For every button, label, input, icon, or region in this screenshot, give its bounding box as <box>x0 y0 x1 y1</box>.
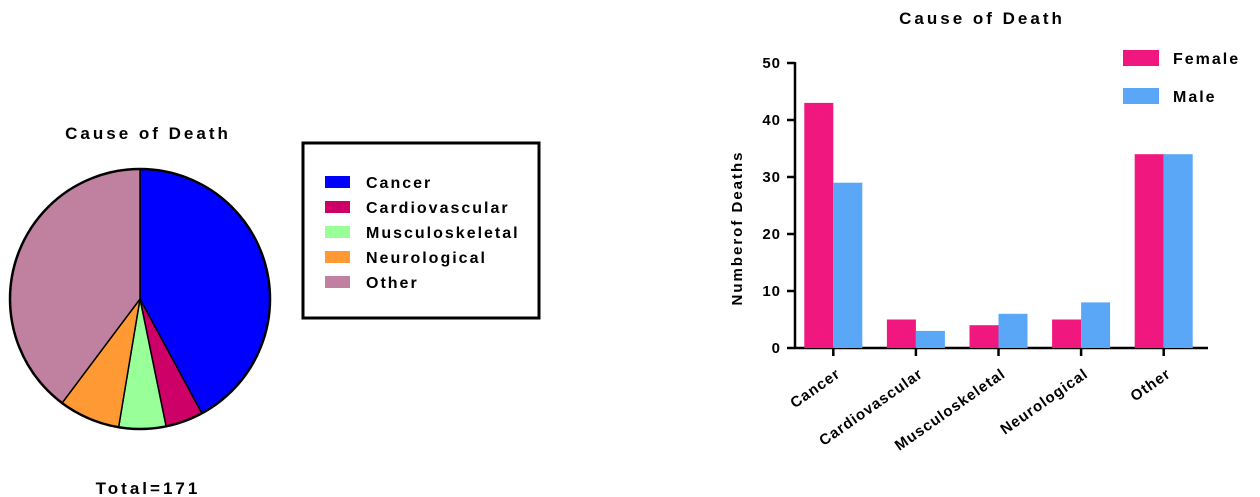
bar-legend-label-male: Male <box>1173 89 1217 106</box>
bar-legend-label-female: Female <box>1173 51 1240 68</box>
pie-legend-label-other: Other <box>366 275 419 292</box>
bar-legend: Female Male <box>1123 50 1240 106</box>
bar-female-musculoskeletal <box>969 325 999 348</box>
y-tick-label: 0 <box>772 340 781 357</box>
bar-female-cancer <box>804 102 834 349</box>
pie-legend-label-cancer: Cancer <box>366 175 432 192</box>
y-tick-label: 50 <box>762 55 781 72</box>
y-tick-label: 20 <box>762 226 781 243</box>
bar-female-other <box>1134 154 1164 348</box>
pie-legend-swatch-cancer <box>325 176 350 188</box>
bar-male-other <box>1163 154 1193 348</box>
bar-male-musculoskeletal <box>998 313 1028 348</box>
pie-legend-swatch-musculoskeletal <box>325 226 350 238</box>
bar-marks <box>804 102 1193 349</box>
pie-outline <box>8 167 272 431</box>
x-tick-label-neurological: Neurological <box>997 365 1091 438</box>
pie-total-label: Total=171 <box>96 479 201 497</box>
bar-legend-swatch-male <box>1123 88 1159 104</box>
bar-female-cardiovascular <box>886 319 916 348</box>
y-tick-label: 10 <box>762 283 781 300</box>
bar-legend-swatch-female <box>1123 50 1159 66</box>
pie-legend-swatch-other <box>325 276 350 288</box>
pie-legend: Cancer Cardiovascular Musculoskeletal Neuro… <box>325 175 520 292</box>
x-tick-label-other: Other <box>1127 365 1174 405</box>
bar-chart-title: Cause of Death <box>899 9 1065 28</box>
pie-chart-title: Cause of Death <box>65 124 231 143</box>
bar-male-neurological <box>1081 302 1111 348</box>
pie-legend-label-musculoskeletal: Musculoskeletal <box>366 225 520 242</box>
x-tick-label-cancer: Cancer <box>787 365 843 412</box>
bar-female-neurological <box>1052 319 1082 348</box>
pie-legend-swatch-cardiovascular <box>325 201 350 213</box>
y-axis-label: Numberof Deaths <box>729 150 746 305</box>
y-tick-label: 30 <box>762 169 781 186</box>
bar-male-cancer <box>833 182 863 348</box>
pie-legend-swatch-neurological <box>325 251 350 263</box>
pie-legend-label-neurological: Neurological <box>366 250 487 267</box>
y-tick-label: 40 <box>762 112 781 129</box>
pie-legend-label-cardiovascular: Cardiovascular <box>366 200 510 217</box>
bar-male-cardiovascular <box>915 330 945 348</box>
